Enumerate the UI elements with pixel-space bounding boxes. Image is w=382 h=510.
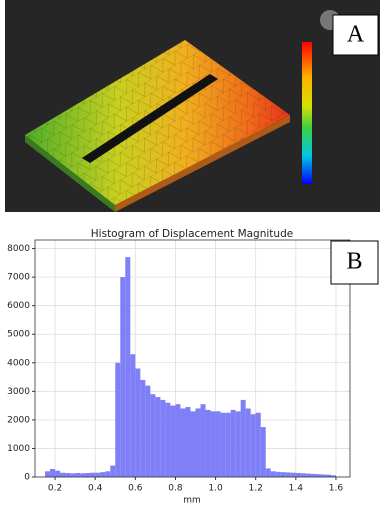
bar — [130, 354, 135, 477]
x-tick-label: 1.6 — [329, 484, 344, 494]
bar — [80, 473, 85, 477]
figure: A Histogram of Displacement Magnitude mm… — [0, 0, 382, 506]
bar — [50, 469, 55, 477]
bar — [160, 400, 165, 477]
bar — [90, 473, 95, 477]
bar — [196, 408, 201, 477]
bar — [201, 404, 206, 477]
bar — [266, 468, 271, 477]
bar — [55, 471, 60, 477]
x-tick-label: 0.4 — [88, 484, 103, 494]
bar — [185, 407, 190, 477]
x-tick-label: 0.2 — [48, 484, 62, 494]
bar — [155, 397, 160, 477]
x-tick-label: 1.4 — [289, 484, 304, 494]
bar — [85, 473, 90, 477]
x-axis-label: mm — [183, 496, 201, 506]
bar — [120, 277, 125, 477]
x-tick-label: 0.6 — [128, 484, 143, 494]
bar — [165, 403, 170, 477]
bar — [150, 394, 155, 477]
y-tick-label: 6000 — [7, 301, 30, 311]
bar — [281, 472, 286, 477]
bar — [135, 368, 140, 477]
y-tick-label: 0 — [24, 473, 30, 483]
bar — [145, 386, 150, 477]
y-tick-label: 2000 — [7, 415, 30, 425]
bar — [65, 473, 70, 477]
y-tick-label: 5000 — [7, 330, 30, 340]
bar — [251, 414, 256, 477]
bar — [100, 472, 105, 477]
y-tick-label: 7000 — [7, 273, 30, 283]
bar — [170, 406, 175, 477]
bar — [190, 411, 195, 477]
bar — [175, 404, 180, 477]
bar — [301, 473, 306, 477]
chart-title: Histogram of Displacement Magnitude — [91, 228, 293, 240]
panel-label: B — [346, 249, 362, 275]
panel-label: A — [347, 22, 365, 48]
bar — [311, 474, 316, 477]
bar — [180, 408, 185, 477]
bar — [206, 410, 211, 477]
y-tick-label: 4000 — [7, 358, 30, 368]
y-tick-label: 3000 — [7, 387, 30, 397]
x-tick-label: 0.8 — [168, 484, 183, 494]
bar — [276, 472, 281, 477]
x-tick-label: 1.0 — [208, 484, 223, 494]
plot-area: 0 1000 2000 3000 4000 5000 6000 7000 8000 0.2 0.4 0… — [7, 240, 350, 494]
bar — [95, 473, 100, 477]
bar — [261, 427, 266, 477]
bar — [125, 257, 130, 477]
bar — [226, 413, 231, 477]
y-tick-label: 1000 — [7, 444, 30, 454]
bar — [60, 473, 65, 477]
bar — [291, 473, 296, 477]
bar — [241, 400, 246, 477]
bar — [286, 472, 291, 477]
bar — [115, 363, 120, 477]
bar — [75, 473, 80, 477]
colorbar — [302, 42, 312, 184]
bar — [231, 410, 236, 477]
bar — [45, 471, 50, 477]
bar — [211, 411, 216, 477]
bar — [105, 471, 110, 477]
bar — [246, 408, 251, 477]
bar — [70, 473, 75, 477]
x-tick-label: 1.2 — [249, 484, 263, 494]
bar — [221, 413, 226, 477]
bar — [306, 474, 311, 477]
bar — [236, 411, 241, 477]
y-tick-label: 8000 — [7, 244, 30, 254]
page: {"panel_a": {"label": "A"}, "panel_b": {… — [0, 0, 382, 506]
bar — [110, 466, 115, 477]
bar — [140, 380, 145, 477]
bar — [216, 411, 221, 477]
bar — [271, 471, 276, 477]
bar — [296, 473, 301, 477]
bar — [316, 474, 321, 477]
bar — [256, 413, 261, 477]
